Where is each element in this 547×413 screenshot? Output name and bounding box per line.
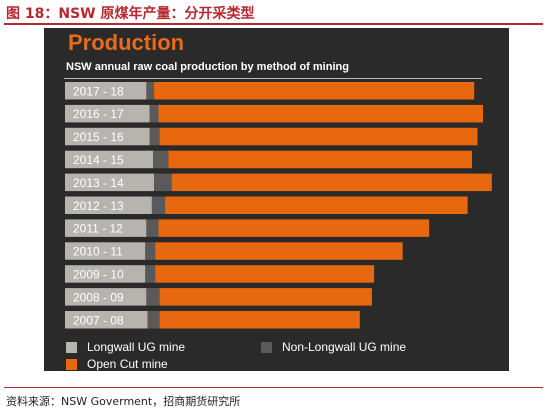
bar-segment-open-cut [155,242,403,260]
subtitle-rule [64,78,482,79]
legend-label-open-cut: Open Cut mine [87,357,168,371]
bar-segment-open-cut [165,196,468,214]
bar-segment-open-cut [159,311,360,329]
chart-title: Production [68,30,185,55]
bar-segment-non-longwall [145,242,156,260]
bar-segment-non-longwall [149,127,160,146]
bar-segment-open-cut [159,127,478,146]
bar-segment-longwall [65,311,148,329]
legend-swatch-open-cut [66,358,77,370]
legend-item-open-cut: Open Cut mine [66,357,168,371]
legend-swatch-non-longwall [261,341,272,353]
bar-segment-non-longwall [151,196,166,214]
legend-label-longwall: Longwall UG mine [87,340,186,354]
category-label: 2012 - 13 [73,199,124,213]
bar-segment-longwall [65,173,155,192]
bar-segment-longwall [65,219,147,237]
category-label: 2010 - 11 [73,245,123,259]
bar-segment-longwall [65,242,146,260]
bar-segment-non-longwall [145,265,156,283]
bar-segment-open-cut [168,150,472,169]
source-note: 资料来源：NSW Goverment，招商期货研究所 [6,395,241,408]
category-label: 2013 - 14 [73,176,124,190]
bar-segment-non-longwall [154,173,172,192]
bar-segment-open-cut [158,219,430,237]
bar-segment-open-cut [159,288,372,306]
bar-segment-longwall [65,127,150,146]
legend-item-non-longwall: Non-Longwall UG mine [261,340,406,354]
bar-segment-non-longwall [149,104,159,123]
bar-segment-non-longwall [153,150,169,169]
bar-segment-non-longwall [146,288,160,306]
legend-swatch-longwall [66,341,77,353]
category-label: 2014 - 15 [73,153,124,167]
legend-item-longwall: Longwall UG mine [66,340,185,354]
bar-segment-non-longwall [146,82,155,100]
bar-segment-longwall [65,82,147,100]
chart-subtitle: NSW annual raw coal production by method… [66,61,349,73]
bar-segment-longwall [65,288,147,306]
bar-segment-non-longwall [147,311,160,329]
bar-segment-open-cut [155,265,375,283]
category-label: 2017 - 18 [73,84,124,98]
legend-label-non-longwall: Non-Longwall UG mine [282,340,407,354]
bar-segment-longwall [65,196,152,214]
figure-title: 图 18：NSW 原煤年产量：分开采类型 [6,6,255,22]
category-label: 2015 - 16 [73,130,124,144]
title-rule [4,23,543,25]
bar-segment-open-cut [158,104,483,123]
bar-segment-open-cut [154,82,475,100]
bar-segment-longwall [65,150,153,169]
bar-segment-non-longwall [146,219,159,237]
bar-segment-longwall [65,104,150,123]
bar-segment-open-cut [171,173,492,192]
category-label: 2009 - 10 [73,267,124,281]
category-label: 2007 - 08 [73,313,124,327]
category-label: 2008 - 09 [73,290,124,304]
bar-segment-longwall [65,265,146,283]
category-label: 2016 - 17 [73,107,124,121]
category-label: 2011 - 12 [73,222,123,236]
source-rule [4,387,543,388]
